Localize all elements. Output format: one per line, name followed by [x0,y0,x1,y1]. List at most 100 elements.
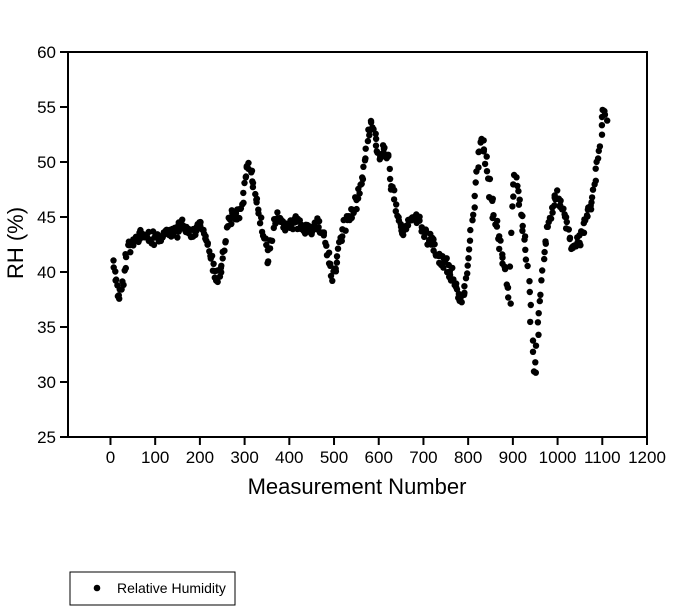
data-point [580,229,588,236]
data-point [472,179,479,186]
data-point [483,153,490,160]
data-point [481,160,489,168]
data-point [508,229,515,236]
data-point [223,224,231,231]
data-point [327,262,334,269]
data-point [562,213,570,221]
x-tick-label: 1100 [584,448,621,467]
data-point [289,225,297,233]
data-point [494,217,501,225]
data-point [466,237,474,244]
y-axis-title: RH (%) [3,207,28,279]
data-point [565,226,572,233]
data-point [258,214,265,221]
data-point [391,187,398,194]
data-point [497,237,504,244]
data-point [221,247,228,254]
data-point [506,263,514,270]
data-point [240,199,247,206]
data-point [127,249,134,256]
data-point [241,179,248,187]
scatter-points [110,106,611,376]
data-point [541,255,548,263]
data-point [122,253,130,261]
data-point [353,205,360,213]
data-point [532,342,540,349]
data-point [329,277,336,284]
data-point [541,248,548,256]
data-point [339,233,346,240]
data-point [315,224,322,231]
data-point [461,283,468,290]
data-point [465,255,472,262]
data-point [519,227,526,234]
data-point [557,197,564,204]
data-point [588,194,596,201]
data-point [480,137,487,144]
x-tick-label: 400 [275,448,303,467]
data-point [430,236,437,243]
data-point [493,223,501,230]
data-point [416,213,423,220]
data-point [483,168,491,175]
y-tick-label: 55 [37,98,56,117]
y-tick-label: 35 [37,318,56,337]
data-point [489,197,496,204]
x-tick-label: 200 [186,448,214,467]
data-point [360,163,367,170]
data-point [122,264,129,272]
data-point [356,190,363,197]
data-point [475,148,482,156]
data-point [354,195,362,202]
data-point [509,203,516,210]
x-tick-label: 700 [409,448,437,467]
data-point [515,201,523,208]
data-point [116,295,123,302]
data-point [519,222,526,230]
data-point [594,155,602,162]
x-axis-title: Measurement Number [248,474,467,499]
data-point [458,299,465,306]
data-point [214,278,221,286]
data-point [218,262,225,269]
data-point [499,254,506,261]
data-point [386,165,393,173]
data-point [218,269,225,276]
data-point [470,211,477,218]
data-point [563,218,570,226]
data-point [522,256,530,263]
data-point [471,204,478,211]
data-point [519,212,526,220]
data-point [604,117,611,124]
data-point [112,268,119,275]
data-point [440,264,447,271]
data-point [465,246,473,253]
data-point [527,318,534,326]
data-point [592,165,599,172]
x-tick-label: 900 [499,448,527,467]
data-point [265,258,272,265]
data-point [592,177,599,184]
data-point [266,245,273,252]
y-tick-label: 45 [37,208,56,227]
data-point [431,241,438,248]
data-point [577,242,584,249]
data-point [475,164,482,171]
data-point [249,183,257,191]
legend-filled-circle-marker-icon [93,584,101,592]
x-tick-label: 800 [454,448,482,467]
x-tick-label: 0 [106,448,115,467]
data-point [598,131,606,138]
y-tick-label: 50 [37,153,56,172]
data-point [208,252,216,260]
x-tick-label: 600 [365,448,393,467]
data-point [120,281,127,289]
data-point [325,249,333,256]
data-point [393,201,400,208]
data-point [362,145,369,152]
data-point [529,337,537,344]
data-point [480,148,487,155]
data-point [228,220,235,228]
data-point [529,348,537,355]
